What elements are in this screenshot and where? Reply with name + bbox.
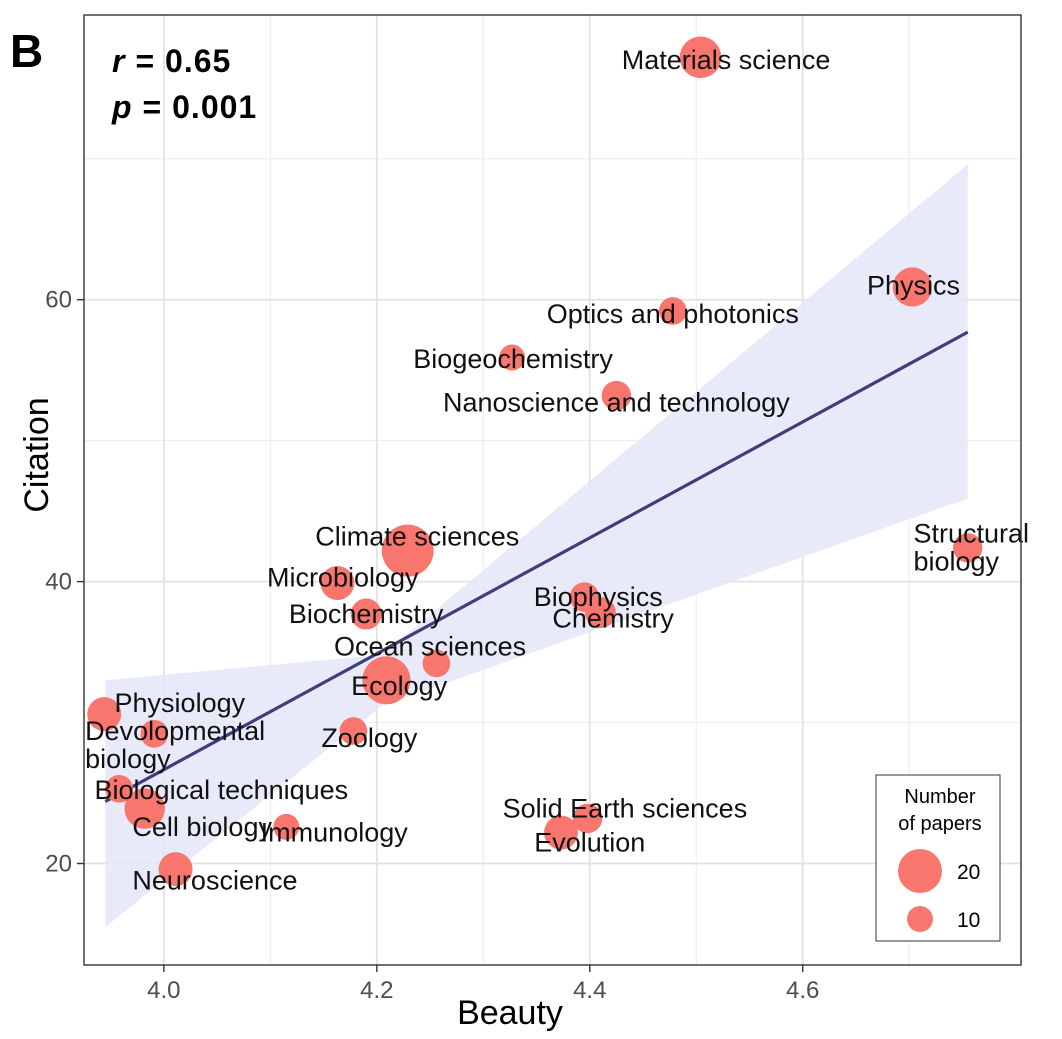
label-physics: Physics: [867, 271, 960, 301]
point-biogeochemistry: [499, 344, 526, 371]
label-ocean-sciences: Ocean sciences: [334, 631, 526, 661]
point-zoology: [339, 717, 368, 745]
point-physics: [892, 267, 932, 307]
label-structural-biology: Structural biology: [913, 519, 1029, 577]
point-nanoscience-and-technology: [601, 380, 632, 411]
point-chemistry: [584, 597, 616, 629]
label-biogeochemistry: Biogeochemistry: [413, 344, 613, 374]
label-neuroscience: Neuroscience: [132, 865, 297, 895]
point-biological-techniques: [105, 774, 133, 803]
legend-key-large: 20: [957, 861, 980, 884]
point-physiology: [87, 697, 122, 732]
label-climate-sciences: Climate sciences: [315, 522, 519, 552]
legend-key-small: 10: [957, 909, 980, 932]
point-evolution: [544, 815, 578, 850]
label-biophysics: Biophysics: [534, 582, 663, 612]
y-axis-title: Citation: [18, 397, 56, 512]
label-ecology: Ecology: [351, 671, 448, 701]
point-structural-biology: [953, 533, 983, 563]
point-cell-biology: [124, 788, 165, 829]
x-tick-label: 4.0: [147, 977, 180, 1004]
legend-box: [875, 774, 1001, 942]
size-legend: Number of papers 20 10: [875, 774, 1001, 942]
point-solid-earth-sciences: [572, 803, 603, 834]
panel-border: [83, 14, 1022, 966]
y-tick-label: 60: [45, 287, 72, 314]
x-tick-label: 4.4: [573, 977, 606, 1004]
x-tick-label: 4.6: [786, 977, 819, 1004]
point-immunology: [273, 813, 300, 840]
regression-line: [104, 330, 969, 803]
point-devolopmental-biology: [140, 719, 169, 748]
point-neuroscience: [158, 852, 193, 887]
point-labels: Materials science Physics Optics and photo…: [85, 45, 1029, 895]
label-physiology: Physiology: [115, 688, 246, 718]
x-tick-label: 4.2: [360, 977, 393, 1004]
point-microbiology: [320, 566, 355, 601]
label-zoology: Zoology: [321, 723, 418, 753]
legend-dot-small: [907, 906, 933, 932]
point-ecology: [362, 656, 411, 705]
label-optics-and-photonics: Optics and photonics: [547, 299, 799, 329]
panel-letter: B: [10, 25, 43, 77]
legend-title-line2: of papers: [898, 813, 981, 835]
label-devolopmental-biology: Devolopmental biology: [85, 716, 265, 774]
point-optics-and-photonics: [658, 297, 687, 325]
axis-ticks: 4.0 4.2 4.4 4.6 20 40 60: [45, 287, 819, 1004]
point-biochemistry: [350, 598, 382, 630]
data-points: [87, 36, 983, 887]
point-ocean-sciences: [422, 649, 451, 678]
legend-dot-large: [898, 849, 942, 893]
label-materials-science: Materials science: [622, 45, 831, 75]
point-materials-science: [679, 36, 722, 79]
legend-title-line1: Number: [904, 786, 975, 808]
p-value: p = 0.001: [111, 89, 257, 125]
confidence-band: [105, 164, 968, 927]
label-cell-biology: Cell biology: [132, 812, 272, 842]
label-microbiology: Microbiology: [267, 562, 419, 592]
point-climate-sciences: [381, 524, 434, 577]
label-solid-earth-sciences: Solid Earth sciences: [503, 794, 748, 824]
correlation-r: r = 0.65: [112, 43, 231, 79]
y-tick-label: 40: [45, 569, 72, 596]
x-axis-title: Beauty: [457, 994, 563, 1032]
label-evolution: Evolution: [534, 827, 645, 857]
label-biochemistry: Biochemistry: [289, 599, 444, 629]
label-immunology: Immunology: [261, 818, 409, 848]
label-nanoscience-and-technology: Nanoscience and technology: [443, 388, 790, 418]
label-chemistry: Chemistry: [552, 603, 674, 633]
label-biological-techniques: Biological techniques: [95, 775, 349, 805]
y-tick-label: 20: [45, 851, 72, 878]
